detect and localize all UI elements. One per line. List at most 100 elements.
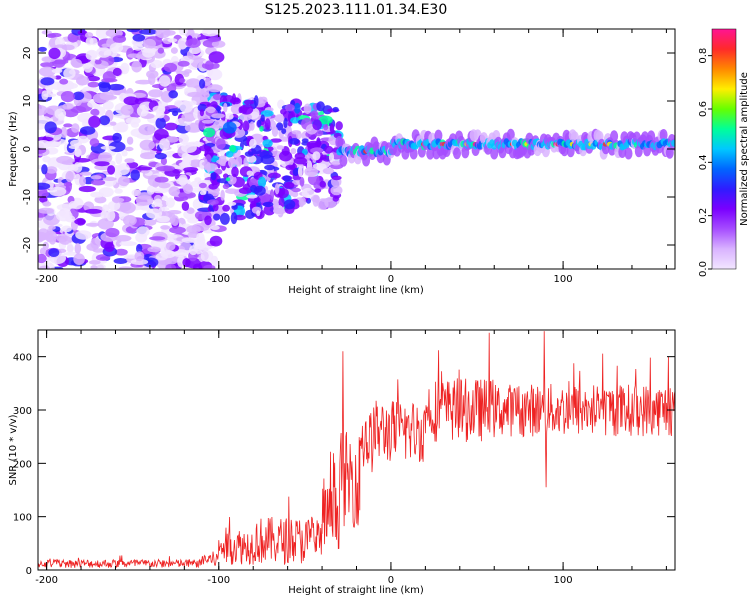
spectrogram-cell (38, 46, 47, 52)
snr-ytick-label: 0 (26, 566, 32, 577)
spectrogram-cell (187, 217, 199, 224)
spectrogram-cell (181, 237, 198, 243)
spectrogram-cell (309, 147, 324, 154)
spectrogram-cell (56, 155, 73, 164)
spectrogram-cell (48, 47, 61, 60)
spectrogram-cell (132, 34, 146, 42)
spectrogram-cell (246, 155, 257, 163)
spectrogram-cell (127, 53, 141, 58)
spectrogram-cell (148, 73, 156, 85)
spectrogram-cell (183, 167, 199, 173)
spectrogram-cell (38, 66, 56, 77)
colorbar-gradient (711, 28, 737, 270)
spectrogram-cell (142, 257, 159, 268)
spectrogram-cell (109, 42, 124, 53)
spectrogram-cell (115, 240, 122, 247)
spectrogram-cell (330, 185, 343, 196)
spectrogram-cell (118, 266, 134, 269)
spectrogram-cell (222, 204, 231, 212)
spectrogram-cell (75, 230, 92, 240)
spectrogram-cell (161, 195, 168, 201)
spectrogram-cell (98, 82, 111, 93)
spectrogram-cell (203, 127, 216, 138)
spectrogram-cell (99, 115, 110, 126)
spectrogram-cell (123, 96, 139, 106)
spectrogram-cell (38, 123, 45, 130)
spectrogram-cell (88, 115, 101, 128)
spectrogram-cell (229, 97, 241, 105)
spectrogram-cell (79, 176, 86, 186)
spectrogram-xtick-label: -100 (207, 274, 230, 285)
spectrogram-cell (212, 203, 219, 212)
spectrogram-cell (60, 91, 75, 103)
colorbar-tick-label: 0.6 (698, 101, 709, 117)
spectrogram-cell (294, 102, 301, 114)
spectrogram-ytick-label: -10 (22, 189, 33, 205)
spectrogram-cell (149, 236, 166, 241)
spectrogram-cell (107, 165, 116, 175)
spectrogram-cell (267, 172, 281, 179)
spectrogram-cell (109, 121, 117, 126)
spectrogram-cell (610, 130, 619, 143)
spectrogram-cell (156, 215, 170, 223)
spectrogram-cell (177, 37, 188, 50)
spectrogram-cell (249, 138, 257, 149)
spectrogram-cell (146, 185, 155, 195)
spectrogram-cell (332, 106, 339, 113)
spectrogram-cell (293, 157, 307, 165)
colorbar-tick-label: 0.2 (698, 208, 709, 224)
spectrogram-cell (303, 103, 312, 115)
spectrogram-cell (282, 175, 291, 182)
spectrogram-cell (283, 117, 288, 129)
spectrogram-cell (229, 144, 237, 153)
spectrogram-cell (44, 121, 57, 134)
spectrogram-cell (208, 51, 225, 64)
spectrogram-cell (506, 128, 515, 141)
spectrogram-cell (210, 171, 217, 181)
spectrogram-ytick-label: 10 (22, 95, 33, 108)
spectrogram-cell (170, 215, 180, 227)
spectrogram-cell (132, 43, 143, 51)
spectrogram-cell (94, 161, 110, 167)
spectrogram-cell (453, 147, 461, 160)
snr-xtick-label: 100 (554, 575, 573, 586)
spectrogram-cell (276, 145, 285, 150)
spectrogram-cell (89, 138, 100, 147)
spectrogram-cell (90, 175, 102, 180)
spectrogram-cell (84, 208, 103, 214)
spectrogram-cell (114, 248, 128, 256)
spectrogram-cell (86, 75, 100, 82)
spectrogram-cell (426, 147, 435, 160)
spectrogram-cell (68, 201, 78, 209)
spectrogram-cell (245, 209, 255, 219)
spectrogram-cell (249, 121, 255, 131)
spectrogram-cell (624, 147, 633, 160)
spectrogram-cell (185, 38, 201, 48)
colorbar-tick-label: 0.4 (698, 154, 709, 170)
spectrogram-cell (90, 108, 100, 116)
spectrogram-cell (85, 37, 94, 46)
spectrogram-cell (94, 59, 102, 65)
spectrogram-cell (203, 264, 216, 269)
spectrogram-cell (135, 166, 153, 171)
spectrogram-cell (215, 187, 220, 193)
spectrogram-cell (96, 47, 112, 58)
spectrogram-ytick-label: 20 (22, 47, 33, 60)
spectrogram-cell (239, 104, 254, 115)
spectrogram-cell (120, 104, 134, 116)
spectrogram-cell (178, 191, 196, 199)
spectrogram-cell (328, 152, 335, 163)
spectrogram-cell (184, 87, 197, 93)
spectrogram-cell (74, 148, 82, 158)
spectrogram-cell (154, 152, 167, 160)
spectrogram-cell (140, 152, 157, 160)
spectrogram-cell (124, 158, 135, 164)
spectrogram-cell (38, 253, 47, 264)
spectrogram-cell (131, 60, 142, 73)
spectrogram-cell (38, 228, 50, 241)
spectrogram-cell (177, 60, 190, 67)
spectrogram-cell (312, 163, 327, 170)
